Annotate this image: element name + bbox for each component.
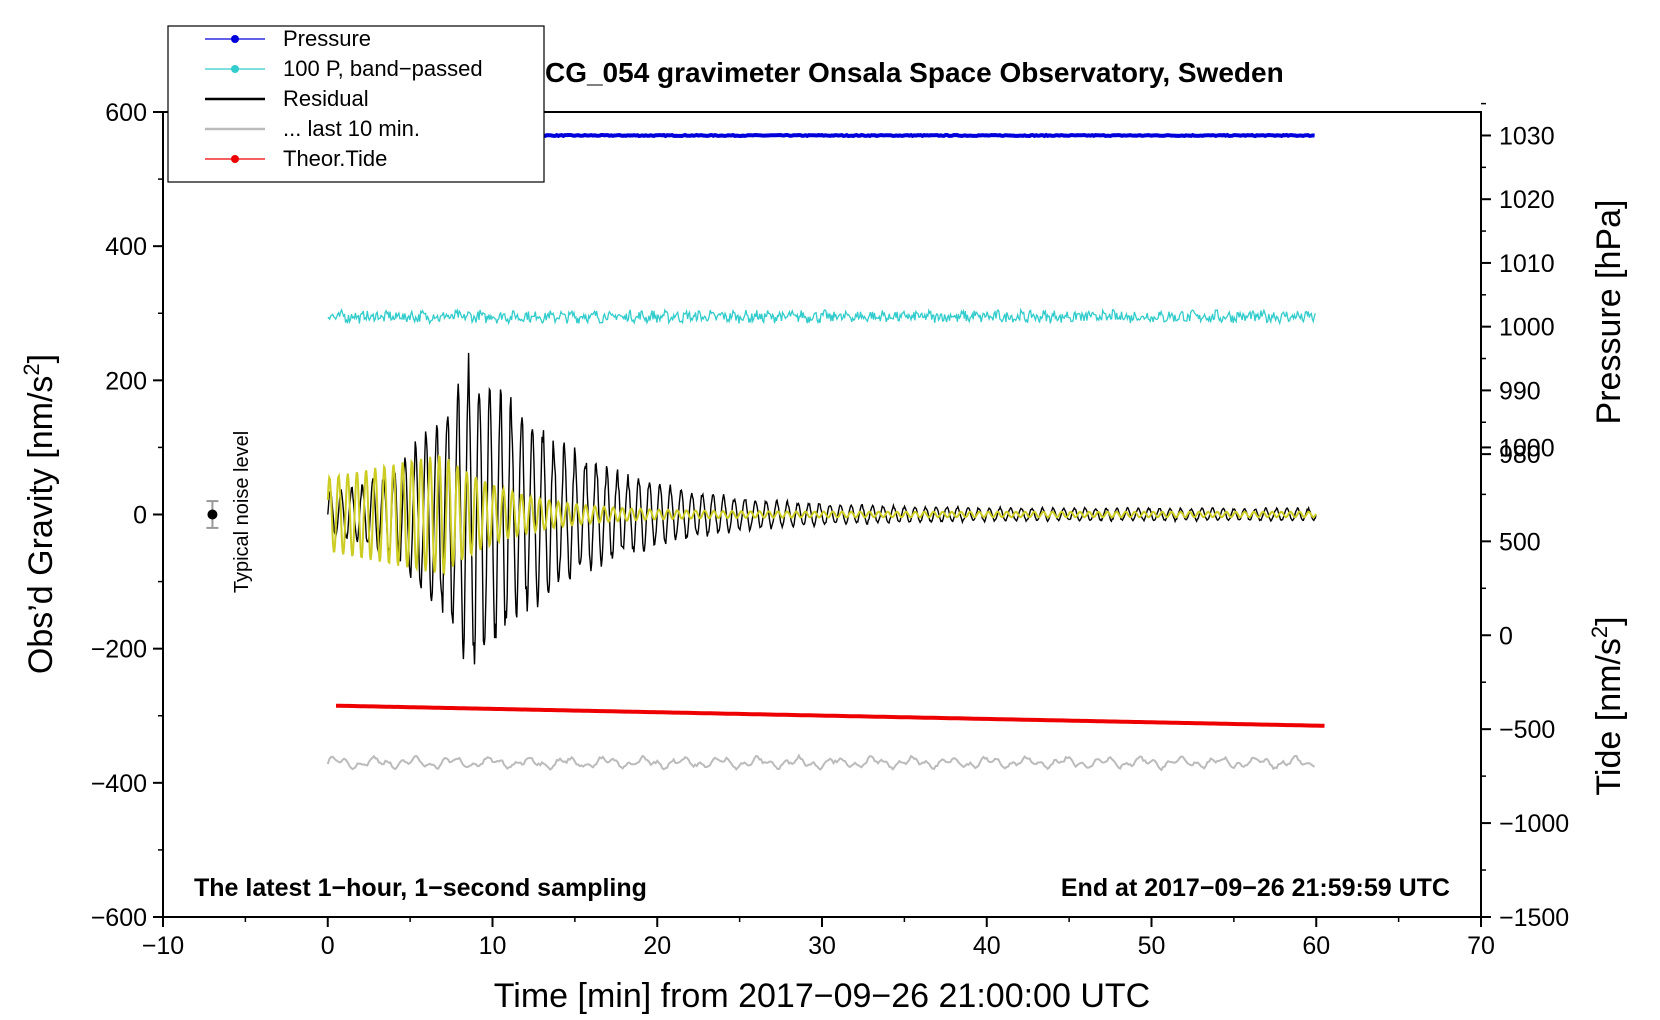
noise-level-marker	[206, 500, 219, 529]
legend-label: ... last 10 min.	[283, 116, 420, 141]
legend-label: 100 P, band−passed	[283, 56, 483, 81]
tide-tick-label: 500	[1499, 528, 1541, 556]
x-tick-label: 20	[643, 932, 671, 960]
tide-tick-label: 1000	[1499, 434, 1555, 462]
y-axis-label-exponent: 2	[19, 363, 44, 375]
legend-box	[167, 25, 545, 183]
tide-axis-label-text: Tide [nm/s	[1590, 638, 1628, 795]
series-bandpassed-pressure	[327, 307, 1316, 326]
pressure-tick-label: 990	[1499, 377, 1541, 405]
x-tick-label: −10	[142, 932, 184, 960]
y-axis-ticks: 600 400 200 0 −200 −400 −600	[91, 99, 163, 932]
tide-tick-label: −1500	[1499, 904, 1569, 932]
y-tick-label: −200	[91, 636, 147, 664]
series-theoretical-tide	[335, 703, 1325, 728]
tide-tick-label: −500	[1499, 716, 1555, 744]
y-tick-label: 200	[105, 367, 147, 395]
legend: Pressure 100 P, band−passed Residual ... la…	[167, 25, 545, 183]
legend-label: Theor.Tide	[283, 146, 387, 171]
x-tick-label: 70	[1467, 932, 1495, 960]
x-tick-label: 50	[1138, 932, 1166, 960]
tide-tick-label: 0	[1499, 622, 1513, 650]
series-last-10-min	[326, 753, 1316, 772]
noise-level-dot	[207, 509, 218, 520]
tide-axis-label-exponent: 2	[1587, 626, 1612, 638]
pressure-tick-label: 1000	[1499, 314, 1555, 342]
x-tick-label: 60	[1302, 932, 1330, 960]
legend-label: Residual	[283, 86, 369, 111]
annotation-end-time: End at 2017−09−26 21:59:59 UTC	[1061, 874, 1450, 902]
tide-axis-label-group: Tide [nm/s2]	[1587, 616, 1628, 795]
y-tick-label: −600	[91, 904, 147, 932]
pressure-tick-label: 1010	[1499, 250, 1555, 278]
tide-tick-label: −1000	[1499, 810, 1569, 838]
legend-marker	[231, 155, 239, 163]
pressure-tick-label: 1020	[1499, 186, 1555, 214]
y-tick-label: 600	[105, 99, 147, 127]
x-axis-label: Time [min] from 2017−09−26 21:00:00 UTC	[494, 977, 1150, 1015]
y-axis-label-group: Obs’d Gravity [nm/s2]	[19, 354, 60, 674]
series-residual	[327, 352, 1317, 665]
x-tick-label: 10	[479, 932, 507, 960]
legend-marker	[231, 65, 239, 73]
tide-axis-ticks: 1000 500 0 −500 −1000 −1500	[1481, 434, 1569, 932]
y-tick-label: 0	[133, 502, 147, 530]
y-tick-label: 400	[105, 233, 147, 261]
x-axis-ticks: −10 0 10 20 30 40 50 60 70	[142, 917, 1495, 960]
pressure-axis-label-group: Pressure [hPa]	[1590, 200, 1628, 425]
y-axis-label-text: Obs’d Gravity [nm/s	[22, 376, 60, 675]
noise-level-label: Typical noise level	[231, 431, 253, 593]
x-tick-label: 40	[973, 932, 1001, 960]
pressure-axis-ticks: 1030 1020 1010 1000 990 980	[1481, 102, 1555, 469]
y-axis-label: Obs’d Gravity [nm/s2]	[19, 354, 60, 674]
tide-axis-label: Tide [nm/s2]	[1587, 616, 1628, 795]
legend-marker	[231, 35, 239, 43]
x-tick-label: 30	[808, 932, 836, 960]
series-residual-filtered	[326, 454, 1317, 577]
chart-title: SCG_054 gravimeter Onsala Space Observat…	[526, 57, 1283, 88]
pressure-axis-label: Pressure [hPa]	[1590, 200, 1628, 425]
legend-label: Pressure	[283, 26, 371, 51]
annotation-sampling: The latest 1−hour, 1−second sampling	[194, 874, 647, 902]
pressure-tick-label: 980	[1499, 441, 1541, 469]
y-tick-label: −400	[91, 770, 147, 798]
pressure-tick-label: 1030	[1499, 122, 1555, 150]
x-tick-label: 0	[321, 932, 335, 960]
